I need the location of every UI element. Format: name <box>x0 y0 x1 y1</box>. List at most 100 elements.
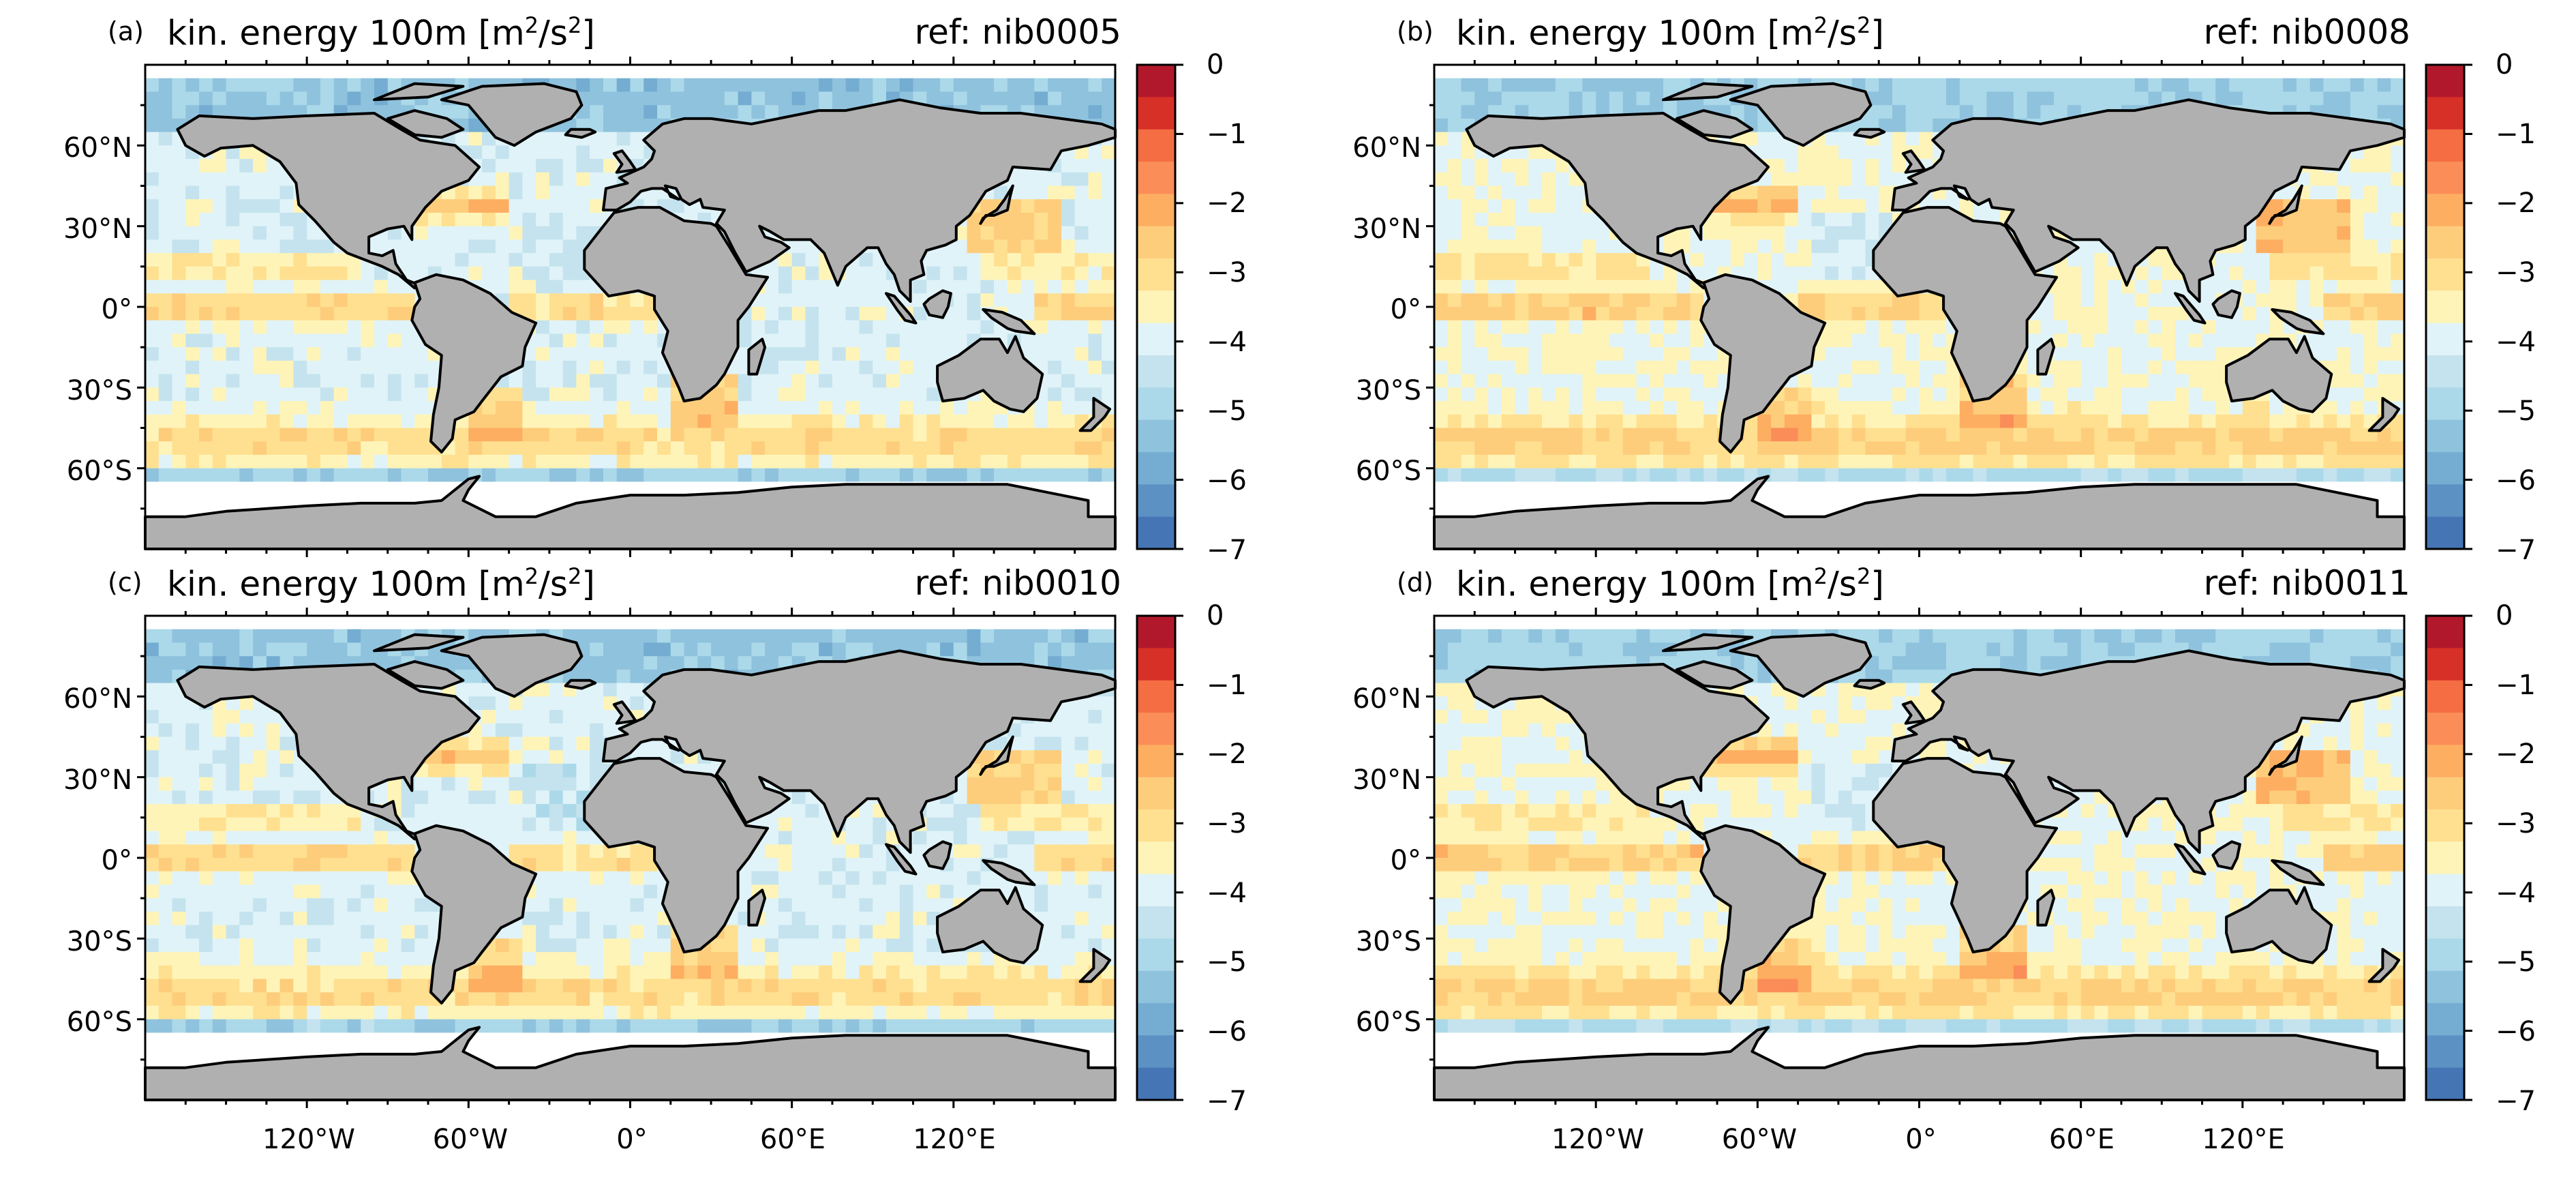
field-cell <box>2121 428 2136 442</box>
field-cell <box>2108 374 2122 388</box>
field-cell <box>1744 253 1758 267</box>
field-cell <box>522 212 536 227</box>
field-cell <box>1622 293 1637 308</box>
field-cell <box>711 105 725 119</box>
field-cell <box>145 239 160 254</box>
field-cell <box>738 414 752 429</box>
field-cell <box>980 454 995 469</box>
field-cell <box>347 293 361 308</box>
landmass-japan <box>979 184 1014 225</box>
field-cell <box>1488 78 1502 92</box>
field-cell <box>724 454 739 469</box>
field-cell <box>562 347 577 361</box>
field-cell <box>1088 105 1102 119</box>
field-cell <box>509 495 523 509</box>
field-cell <box>2283 280 2297 294</box>
field-cell <box>185 320 200 334</box>
field-cell <box>185 401 200 415</box>
field-cell <box>697 441 712 456</box>
field-cell <box>2269 468 2284 482</box>
field-cell <box>886 387 900 402</box>
field-cell <box>1879 468 1893 482</box>
field-cell <box>428 481 442 496</box>
field-cell <box>1474 414 1489 429</box>
field-cell <box>347 307 361 321</box>
field-cell <box>1986 414 2001 429</box>
field-cell <box>2363 333 2378 348</box>
field-cell <box>603 78 618 92</box>
field-cell <box>1865 280 1879 294</box>
field-cell <box>158 118 173 133</box>
field-cell <box>172 481 186 496</box>
field-cell <box>1851 401 1866 415</box>
field-cell <box>158 320 173 334</box>
field-cell <box>1061 320 1076 334</box>
field-cell <box>1088 374 1102 388</box>
field-cell <box>886 320 900 334</box>
field-cell <box>630 320 644 334</box>
field-cell <box>414 347 429 361</box>
field-cell <box>1879 65 1893 79</box>
field-cell <box>738 387 752 402</box>
field-cell <box>1488 212 1502 227</box>
field-cell <box>2067 293 2082 308</box>
field-cell <box>1061 159 1076 173</box>
panel-a: (a) kin. energy 100m [m2/s2] ref: nib000… <box>0 0 1287 596</box>
field-cell <box>2188 387 2203 402</box>
field-cell <box>239 91 254 106</box>
field-cell <box>279 333 294 348</box>
field-cell <box>1034 454 1048 469</box>
field-cell <box>590 145 604 160</box>
field-cell <box>1892 360 1907 375</box>
field-cell <box>549 387 564 402</box>
field-cell <box>1447 280 1462 294</box>
field-cell <box>1542 347 1556 361</box>
field-cell <box>940 401 954 415</box>
field-cell <box>2391 212 2405 227</box>
field-cell <box>1879 91 1893 106</box>
field-cell <box>2188 320 2203 334</box>
field-cell <box>1636 293 1650 308</box>
field-cell <box>279 374 294 388</box>
field-cell <box>1650 333 1664 348</box>
field-cell <box>333 253 348 267</box>
field-cell <box>1474 468 1489 482</box>
field-cell <box>1879 159 1893 173</box>
field-cell <box>536 65 550 79</box>
field-cell <box>2391 320 2405 334</box>
field-cell <box>266 387 281 402</box>
field-cell <box>145 65 160 79</box>
field-cell <box>2121 347 2136 361</box>
field-cell <box>1663 374 1678 388</box>
field-cell <box>2269 199 2284 213</box>
field-cell <box>1515 78 1529 92</box>
field-cell <box>1892 481 1907 496</box>
field-cell <box>657 374 671 388</box>
field-cell <box>845 414 860 429</box>
field-cell <box>1528 360 1543 375</box>
field-cell <box>2013 65 2028 79</box>
field-cell <box>1528 307 1543 321</box>
field-cell <box>2391 307 2405 321</box>
field-cell <box>1905 414 1920 429</box>
field-cell <box>333 468 348 482</box>
field-cell <box>158 374 173 388</box>
field-cell <box>455 199 469 213</box>
field-cell <box>266 159 281 173</box>
field-cell <box>2067 360 2082 375</box>
field-cell <box>670 401 685 415</box>
field-cell <box>1528 226 1543 240</box>
field-cell <box>509 481 523 496</box>
field-cell <box>536 266 550 281</box>
field-cell <box>293 91 307 106</box>
field-cell <box>361 428 375 442</box>
field-cell <box>1892 347 1907 361</box>
field-cell <box>482 468 496 482</box>
field-cell <box>576 468 590 482</box>
field-cell <box>805 280 819 294</box>
field-cell <box>1865 347 1879 361</box>
field-cell <box>2337 428 2351 442</box>
field-cell <box>1488 320 1502 334</box>
field-cell <box>266 468 281 482</box>
field-cell <box>1515 212 1529 227</box>
